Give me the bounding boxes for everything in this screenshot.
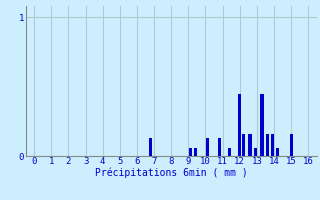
Bar: [238, 94, 241, 156]
Bar: [242, 134, 245, 156]
Bar: [260, 94, 264, 156]
Bar: [206, 138, 209, 156]
Bar: [276, 148, 279, 156]
Bar: [266, 134, 269, 156]
Bar: [149, 138, 152, 156]
Bar: [248, 134, 252, 156]
X-axis label: Précipitations 6min ( mm ): Précipitations 6min ( mm ): [95, 168, 248, 178]
Bar: [290, 134, 293, 156]
Bar: [253, 148, 257, 156]
Bar: [228, 148, 231, 156]
Bar: [188, 148, 192, 156]
Bar: [271, 134, 274, 156]
Bar: [194, 148, 197, 156]
Bar: [218, 138, 221, 156]
